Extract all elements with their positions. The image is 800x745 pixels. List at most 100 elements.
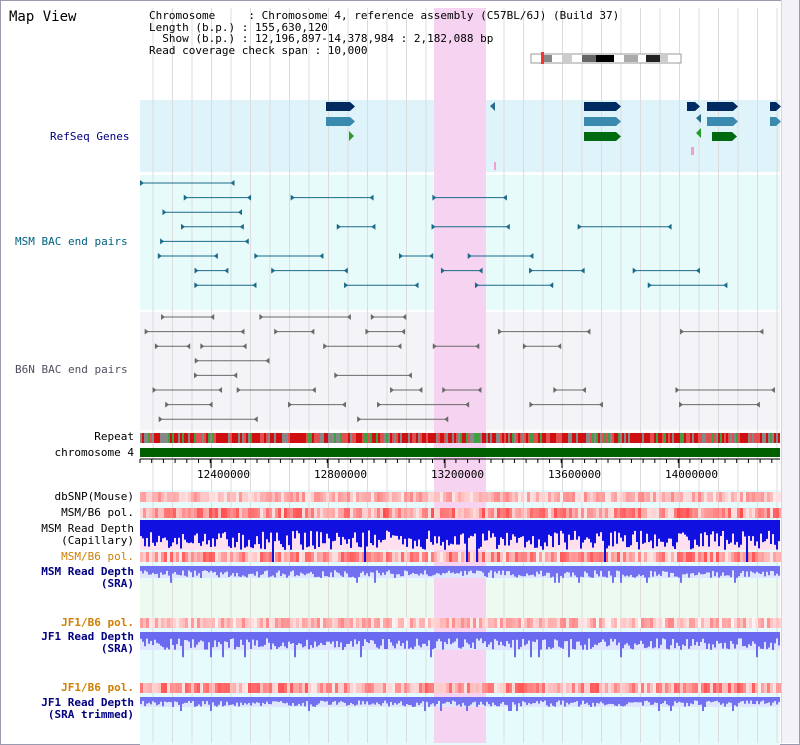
heat-cell — [695, 618, 698, 628]
heat-cell — [587, 618, 590, 628]
heat-cell — [629, 492, 632, 502]
heat-cell — [503, 683, 506, 693]
vertical-scrollbar[interactable] — [781, 0, 799, 743]
depth-bar — [596, 566, 598, 575]
axis-tick-label: 13600000 — [548, 468, 601, 481]
b6n-bac-pair-end — [759, 328, 764, 335]
heat-cell — [704, 508, 707, 518]
heat-cell — [278, 492, 281, 502]
repeat-segment — [396, 433, 398, 443]
heat-cell — [605, 508, 608, 518]
repeat-segment — [620, 433, 622, 443]
heat-cell — [224, 618, 227, 628]
heat-cell — [461, 618, 464, 628]
heat-cell — [431, 492, 434, 502]
heat-cell — [710, 552, 713, 562]
heat-cell — [599, 492, 602, 502]
repeat-segment — [548, 433, 550, 443]
repeat-segment — [324, 433, 326, 443]
depth-spike — [440, 697, 442, 711]
repeat-segment — [668, 433, 670, 443]
heat-cell — [740, 618, 743, 628]
heat-cell — [695, 683, 698, 693]
depth-bar — [228, 632, 230, 648]
depth-bar — [256, 632, 258, 641]
depth-bar — [168, 520, 170, 548]
depth-bar — [334, 632, 336, 648]
depth-bar — [524, 697, 526, 703]
heat-cell — [461, 492, 464, 502]
heat-cell — [437, 552, 440, 562]
depth-bar — [502, 520, 504, 539]
depth-bar — [522, 632, 524, 639]
depth-bar — [682, 520, 684, 533]
track-label-refseq[interactable]: RefSeq Genes — [50, 130, 130, 143]
track-label-msm-bac[interactable]: MSM BAC end pairs — [15, 235, 128, 248]
repeat-segment — [308, 433, 310, 443]
heat-cell — [773, 683, 776, 693]
depth-bar — [396, 697, 398, 705]
depth-bar — [558, 520, 560, 545]
depth-bar — [574, 566, 576, 576]
depth-spike — [514, 632, 516, 658]
depth-bar — [520, 520, 522, 538]
track-label-msm-depth-capillary[interactable]: MSM Read Depth — [41, 522, 134, 535]
depth-bar — [768, 632, 770, 648]
heat-cell — [314, 492, 317, 502]
heat-cell — [359, 683, 362, 693]
heat-cell — [656, 618, 659, 628]
track-label-msm-depth-sra[interactable]: MSM Read Depth — [41, 565, 134, 578]
depth-bar — [214, 566, 216, 572]
b6n-bac-pair-end — [365, 328, 370, 335]
heat-cell — [719, 552, 722, 562]
track-label-msm-b6-pol-1[interactable]: MSM/B6 pol. — [61, 506, 134, 519]
track-label-dbsnp[interactable]: dbSNP(Mouse) — [54, 490, 134, 503]
track-label-jf1-b6-pol-1[interactable]: JF1/B6 pol. — [61, 616, 134, 629]
track-label-b6n-bac[interactable]: B6N BAC end pairs — [15, 363, 128, 376]
track-label-chromosome[interactable]: chromosome 4 — [54, 446, 134, 459]
depth-bar — [486, 632, 488, 647]
depth-bar — [336, 697, 338, 705]
depth-bar — [622, 566, 624, 575]
depth-bar — [372, 520, 374, 546]
heat-cell — [674, 618, 677, 628]
track-label-msm-b6-pol-2[interactable]: MSM/B6 pol. — [61, 550, 134, 563]
heat-cell — [689, 618, 692, 628]
b6n-bac-pair-end — [522, 343, 527, 350]
heat-cell — [506, 508, 509, 518]
repeat-segment — [422, 433, 424, 443]
repeat-segment — [410, 433, 412, 443]
b6n-bac-pair-end — [675, 387, 680, 393]
heat-cell — [575, 683, 578, 693]
depth-bar — [192, 697, 194, 702]
depth-bar — [418, 632, 420, 646]
depth-bar — [460, 697, 462, 707]
heat-cell — [434, 552, 437, 562]
heat-cell — [446, 618, 449, 628]
heat-cell — [305, 508, 308, 518]
depth-bar — [412, 520, 414, 549]
track-label-jf1-depth-sra[interactable]: JF1 Read Depth — [41, 630, 134, 643]
depth-bar — [744, 632, 746, 646]
depth-bar — [556, 566, 558, 574]
depth-bar — [204, 632, 206, 650]
depth-bar — [626, 697, 628, 705]
heat-cell — [521, 552, 524, 562]
depth-bar — [296, 566, 298, 576]
repeat-segment — [242, 433, 244, 443]
track-label-jf1-b6-pol-2[interactable]: JF1/B6 pol. — [61, 681, 134, 694]
depth-bar — [166, 697, 168, 703]
depth-bar — [416, 520, 418, 547]
heat-cell — [434, 508, 437, 518]
track-label-repeat[interactable]: Repeat — [94, 430, 134, 443]
track-label-jf1-depth-trimmed[interactable]: JF1 Read Depth — [41, 696, 134, 709]
heat-cell — [170, 683, 173, 693]
heat-cell — [209, 508, 212, 518]
depth-bar — [522, 520, 524, 537]
depth-bar — [758, 520, 760, 549]
heat-cell — [722, 552, 725, 562]
heat-cell — [731, 683, 734, 693]
heat-cell — [755, 552, 758, 562]
depth-bar — [574, 697, 576, 703]
